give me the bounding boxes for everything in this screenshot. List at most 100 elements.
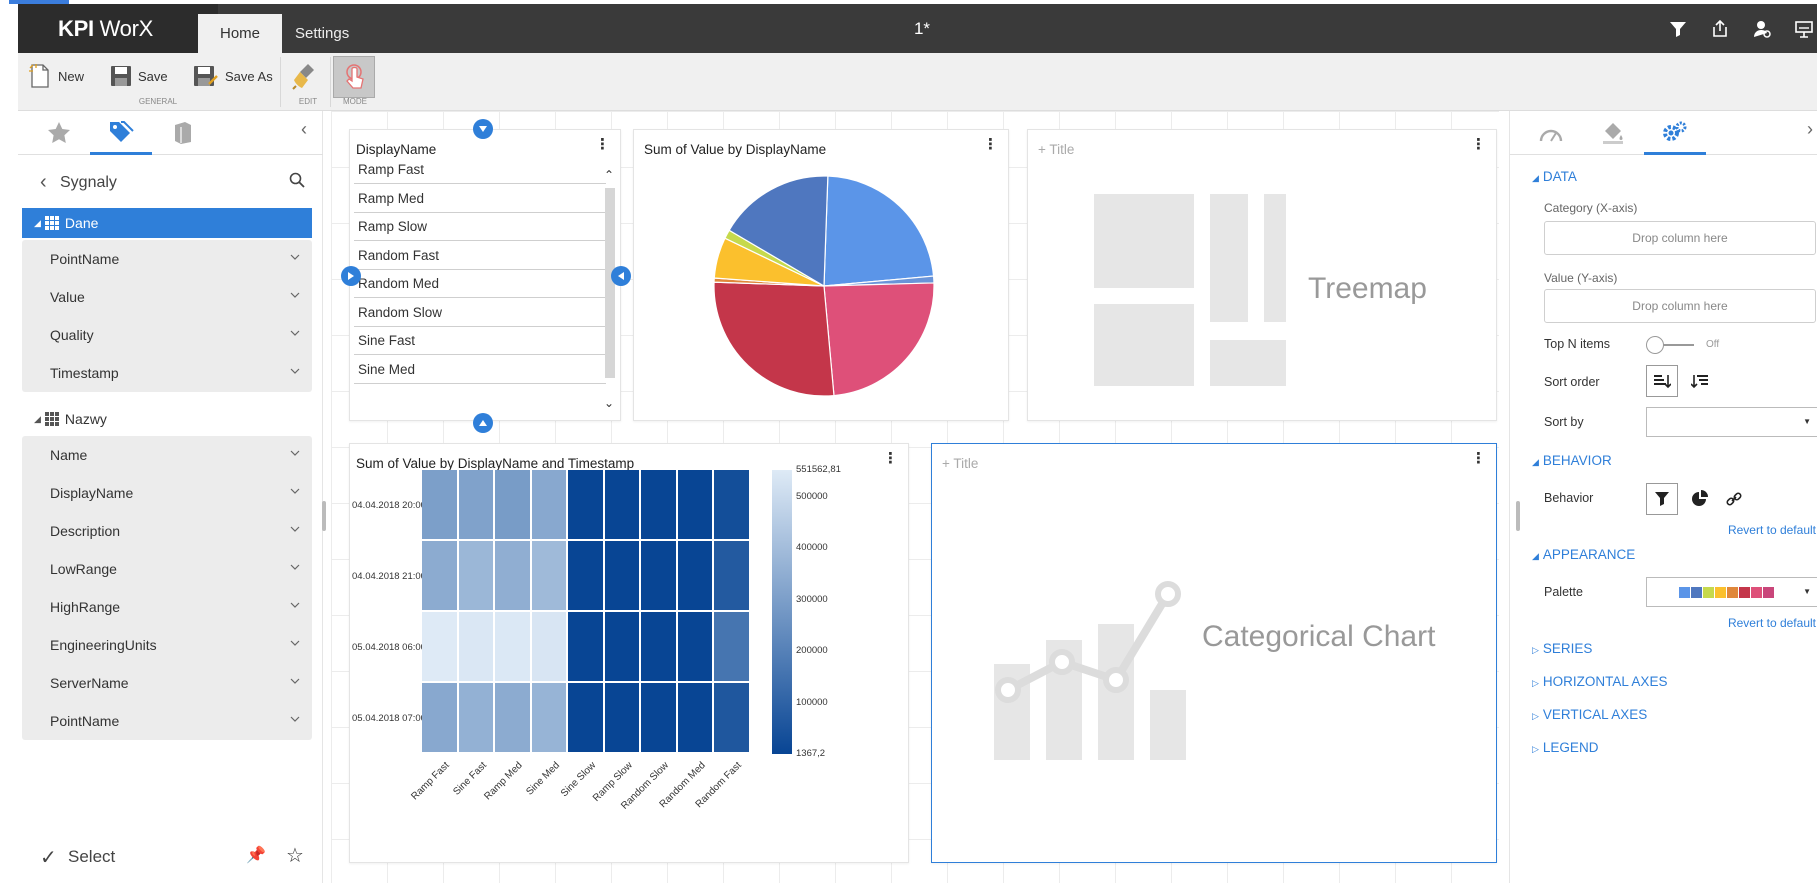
palette-dropdown[interactable]: ▼ bbox=[1646, 577, 1817, 607]
more-options-icon[interactable]: ⋮ bbox=[1471, 136, 1486, 153]
presentation-icon[interactable] bbox=[1790, 15, 1817, 43]
right-panel-resize-handle[interactable] bbox=[1516, 501, 1520, 531]
resize-handle-left[interactable] bbox=[341, 266, 361, 286]
field-item[interactable]: EngineeringUnits bbox=[22, 626, 312, 664]
value-drop-zone[interactable]: Drop column here bbox=[1544, 289, 1816, 323]
heatmap-cell[interactable] bbox=[568, 683, 603, 752]
list-item[interactable]: Ramp Slow bbox=[354, 213, 606, 241]
interaction-mode-button[interactable] bbox=[333, 56, 375, 98]
field-item[interactable]: PointName bbox=[22, 240, 312, 278]
tab-settings-gears[interactable] bbox=[1644, 111, 1706, 155]
heatmap-cell[interactable] bbox=[531, 470, 566, 539]
field-item[interactable]: LowRange bbox=[22, 550, 312, 588]
heatmap-cell[interactable] bbox=[677, 683, 712, 752]
section-legend[interactable]: ▷ LEGEND bbox=[1532, 740, 1598, 755]
resize-handle-bottom[interactable] bbox=[473, 413, 493, 433]
tab-home[interactable]: Home bbox=[198, 14, 283, 53]
heatmap-cell[interactable] bbox=[677, 612, 712, 681]
heatmap-cell[interactable] bbox=[714, 541, 749, 610]
back-arrow-icon[interactable]: ‹ bbox=[40, 171, 47, 193]
resize-handle-top[interactable] bbox=[473, 119, 493, 139]
search-icon[interactable] bbox=[289, 172, 305, 193]
behavior-filter-button[interactable] bbox=[1646, 483, 1678, 515]
heatmap-cell[interactable] bbox=[422, 612, 457, 681]
tab-settings[interactable]: Settings bbox=[295, 25, 350, 42]
list-item[interactable]: Ramp Med bbox=[354, 185, 606, 213]
resize-handle-right[interactable] bbox=[611, 266, 631, 286]
group-nazwy[interactable]: ◢ Nazwy bbox=[22, 404, 312, 434]
list-item[interactable]: Random Slow bbox=[354, 299, 606, 327]
tab-library[interactable] bbox=[152, 111, 214, 155]
field-item[interactable]: PointName bbox=[22, 702, 312, 740]
list-item[interactable]: Ramp Fast bbox=[354, 156, 606, 184]
heatmap-cell[interactable] bbox=[531, 612, 566, 681]
collapse-right-panel-icon[interactable]: › bbox=[1807, 119, 1813, 139]
heatmap-cell[interactable] bbox=[604, 541, 639, 610]
save-button[interactable]: Save bbox=[110, 59, 168, 93]
heatmap-cell[interactable] bbox=[568, 541, 603, 610]
section-horizontal-axes[interactable]: ▷ HORIZONTAL AXES bbox=[1532, 674, 1667, 689]
add-title-placeholder[interactable]: + Title bbox=[942, 456, 979, 471]
new-button[interactable]: New bbox=[28, 59, 84, 93]
heatmap-cell[interactable] bbox=[422, 683, 457, 752]
more-options-icon[interactable]: ⋮ bbox=[1471, 450, 1486, 467]
heatmap-cell[interactable] bbox=[641, 612, 676, 681]
heatmap-cell[interactable] bbox=[641, 683, 676, 752]
collapse-left-panel-icon[interactable]: ‹ bbox=[301, 119, 307, 139]
filter-icon[interactable] bbox=[1664, 15, 1692, 43]
heatmap-cell[interactable] bbox=[714, 470, 749, 539]
pie-slice[interactable] bbox=[823, 282, 935, 397]
category-drop-zone[interactable]: Drop column here bbox=[1544, 221, 1816, 255]
heatmap-cell[interactable] bbox=[677, 541, 712, 610]
field-item[interactable]: HighRange bbox=[22, 588, 312, 626]
categorical-chart-tile[interactable]: + Title ⋮ Categorical Chart bbox=[931, 443, 1497, 863]
treemap-tile[interactable]: + Title ⋮ Treemap bbox=[1027, 129, 1497, 421]
list-tile[interactable]: DisplayName ⋮ Ramp Fast Ramp Med Ramp Slow… bbox=[349, 129, 621, 421]
field-item[interactable]: Quality bbox=[22, 316, 312, 354]
heatmap-cell[interactable] bbox=[531, 541, 566, 610]
appearance-revert-link[interactable]: Revert to default bbox=[1727, 616, 1816, 630]
heatmap-cell[interactable] bbox=[495, 470, 530, 539]
tab-kpi[interactable] bbox=[1520, 111, 1582, 155]
heatmap-cell[interactable] bbox=[422, 541, 457, 610]
tab-style[interactable] bbox=[1582, 111, 1644, 155]
behavior-link-button[interactable] bbox=[1718, 483, 1750, 515]
save-as-button[interactable]: Save As bbox=[193, 59, 273, 93]
heatmap-cell[interactable] bbox=[641, 541, 676, 610]
heatmap-cell[interactable] bbox=[604, 612, 639, 681]
top-n-toggle[interactable] bbox=[1646, 335, 1696, 355]
group-dane[interactable]: ◢ Dane bbox=[22, 208, 312, 238]
heatmap-cell[interactable] bbox=[604, 683, 639, 752]
tab-data-sources[interactable] bbox=[90, 111, 152, 155]
heatmap-tile[interactable]: Sum of Value by DisplayName and Timestam… bbox=[349, 443, 909, 863]
list-item[interactable]: Sine Fast bbox=[354, 327, 606, 355]
tab-favorites[interactable] bbox=[28, 111, 90, 155]
pie-chart-tile[interactable]: Sum of Value by DisplayName ⋮ bbox=[633, 129, 1009, 421]
pie-slice[interactable] bbox=[713, 281, 835, 397]
pin-icon[interactable]: 📌 bbox=[246, 847, 266, 864]
heatmap-cell[interactable] bbox=[531, 683, 566, 752]
list-scrollbar[interactable]: ⌃ ⌄ bbox=[602, 168, 616, 414]
section-appearance[interactable]: ◢ APPEARANCE bbox=[1532, 547, 1635, 562]
user-settings-icon[interactable] bbox=[1748, 15, 1776, 43]
heatmap-cell[interactable] bbox=[422, 470, 457, 539]
behavior-revert-link[interactable]: Revert to default bbox=[1727, 523, 1816, 537]
section-series[interactable]: ▷ SERIES bbox=[1532, 641, 1592, 656]
field-item[interactable]: DisplayName bbox=[22, 474, 312, 512]
heatmap-cell[interactable] bbox=[458, 470, 493, 539]
more-options-icon[interactable]: ⋮ bbox=[883, 450, 898, 467]
section-vertical-axes[interactable]: ▷ VERTICAL AXES bbox=[1532, 707, 1647, 722]
edit-button[interactable] bbox=[292, 59, 318, 93]
field-item[interactable]: Description bbox=[22, 512, 312, 550]
heatmap-cell[interactable] bbox=[677, 470, 712, 539]
heatmap-cell[interactable] bbox=[714, 612, 749, 681]
heatmap-cell[interactable] bbox=[495, 612, 530, 681]
sort-by-dropdown[interactable]: ▼ bbox=[1646, 407, 1817, 437]
heatmap-cell[interactable] bbox=[495, 683, 530, 752]
field-item[interactable]: ServerName bbox=[22, 664, 312, 702]
section-behavior[interactable]: ◢ BEHAVIOR bbox=[1532, 453, 1612, 468]
left-panel-resize-handle[interactable] bbox=[322, 501, 326, 531]
heatmap-cell[interactable] bbox=[714, 683, 749, 752]
heatmap-cell[interactable] bbox=[458, 612, 493, 681]
select-label[interactable]: Select bbox=[68, 847, 116, 866]
